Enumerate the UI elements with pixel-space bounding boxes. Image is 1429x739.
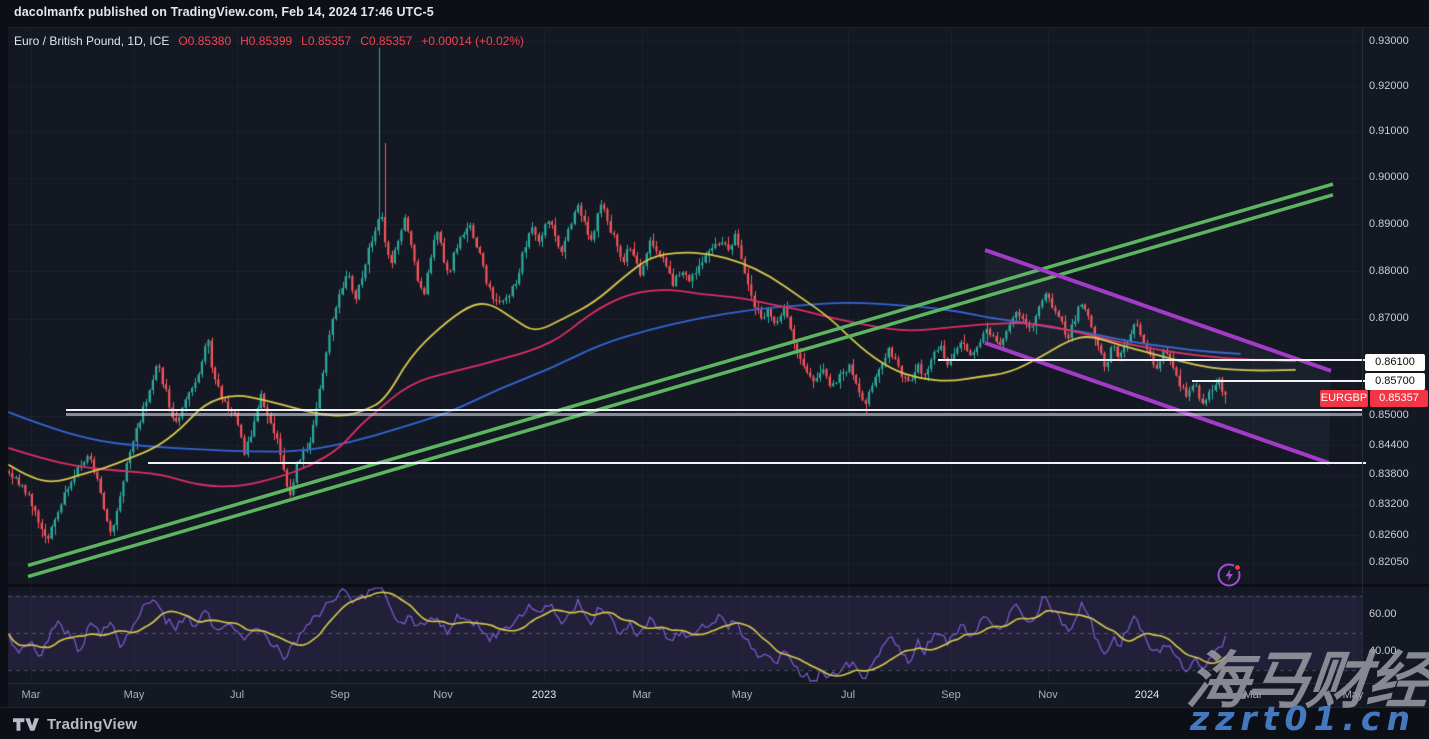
rsi-tick-label: 40.00 (1369, 644, 1397, 657)
time-axis-separator (8, 683, 1429, 684)
price-tick-label: 0.82600 (1369, 528, 1409, 541)
tradingview-logo-icon (13, 718, 39, 731)
symbol-title: Euro / British Pound, 1D, ICE (14, 34, 170, 48)
support-resistance-line (148, 462, 1366, 465)
bolt-glyph (1225, 569, 1233, 582)
notification-dot (1233, 563, 1242, 572)
time-axis-label: Mar (632, 689, 652, 701)
rsi-tick-label: 60.00 (1369, 607, 1397, 620)
footer-bar: TradingView (0, 707, 1429, 739)
ohlc-close: C0.85357 (360, 34, 413, 48)
time-axis-label: Sep (941, 689, 961, 701)
last-price-symbol: EURGBP (1320, 389, 1368, 407)
ohlc-high: H0.85399 (240, 34, 293, 48)
time-axis-label: Mar (1243, 689, 1263, 701)
time-axis-label: Mar (21, 689, 41, 701)
symbol-legend: Euro / British Pound, 1D, ICE O0.85380 H… (14, 34, 524, 48)
last-price-badge: EURGBP 0.85357 (1320, 389, 1428, 407)
brand-label: TradingView (47, 716, 138, 733)
time-axis-label: Nov (1038, 689, 1058, 701)
watermark-url: zzrt01.cn (1190, 699, 1416, 738)
time-axis-label: May (731, 689, 753, 701)
price-tick-label: 0.88000 (1369, 264, 1409, 277)
attribution-text: dacolmanfx published on TradingView.com,… (14, 5, 434, 19)
price-tick-label: 0.92000 (1369, 79, 1409, 92)
time-axis-label: 2024 (1134, 689, 1160, 701)
price-tick-label: 0.83200 (1369, 498, 1409, 511)
support-resistance-line (66, 412, 1362, 416)
ohlc-open: O0.85380 (178, 34, 232, 48)
time-axis-label: May (1342, 689, 1364, 701)
level-price-badge: 0.86100 (1365, 353, 1425, 371)
reaction-lightning-icon[interactable] (1216, 561, 1244, 589)
time-axis-label: Jul (229, 689, 245, 701)
price-tick-label: 0.89000 (1369, 217, 1409, 230)
price-axis-separator[interactable] (1362, 27, 1363, 683)
price-tick-label: 0.91000 (1369, 125, 1409, 138)
support-resistance-line (938, 359, 1366, 362)
time-axis-label: 2023 (531, 689, 557, 701)
time-axis-label: Sep (330, 689, 350, 701)
ohlc-change: +0.00014 (+0.02%) (421, 34, 525, 48)
price-tick-label: 0.85000 (1369, 409, 1409, 422)
last-price-value: 0.85357 (1370, 389, 1428, 407)
time-axis-label: May (123, 689, 145, 701)
time-axis-label: Nov (433, 689, 453, 701)
price-tick-label: 0.82050 (1369, 556, 1409, 569)
ohlc-low: L0.85357 (301, 34, 352, 48)
support-resistance-line (1192, 379, 1366, 382)
price-tick-label: 0.87000 (1369, 312, 1409, 325)
support-resistance-line (66, 408, 1362, 411)
price-tick-label: 0.93000 (1369, 34, 1409, 47)
pane-separator[interactable] (8, 584, 1429, 587)
price-tick-label: 0.83800 (1369, 468, 1409, 481)
price-tick-label: 0.90000 (1369, 171, 1409, 184)
level-price-badge: 0.85700 (1365, 373, 1425, 391)
time-axis-label: Jul (840, 689, 856, 701)
tradingview-brand[interactable]: TradingView (13, 716, 137, 733)
price-tick-label: 0.84400 (1369, 438, 1409, 451)
